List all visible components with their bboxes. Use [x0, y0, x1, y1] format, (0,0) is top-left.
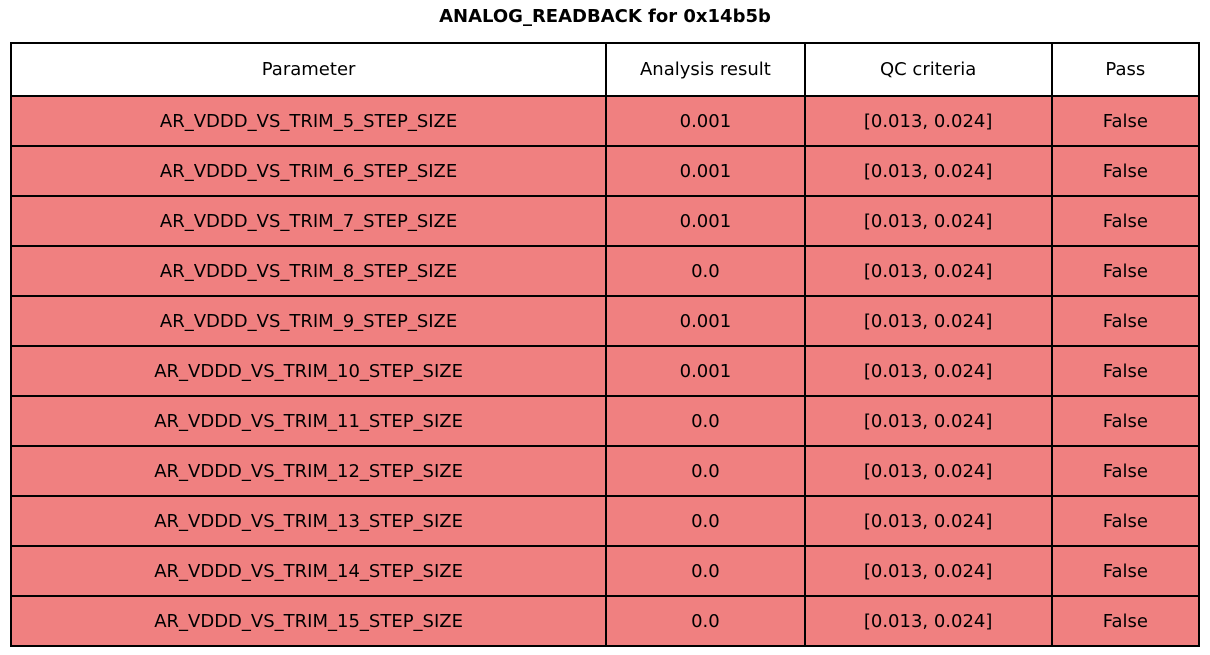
table-row: AR_VDDD_VS_TRIM_7_STEP_SIZE 0.001 [0.013, … [9, 195, 1201, 247]
parameter-cell: AR_VDDD_VS_TRIM_13_STEP_SIZE [9, 495, 608, 547]
qc-criteria-cell: [0.013, 0.024] [803, 395, 1053, 447]
analysis-result-cell: 0.0 [605, 245, 806, 297]
qc-results-table: Parameter Analysis result QC criteria Pa… [9, 42, 1201, 647]
qc-criteria-cell: [0.013, 0.024] [803, 595, 1053, 647]
qc-criteria-cell: [0.013, 0.024] [803, 445, 1053, 497]
table-body: AR_VDDD_VS_TRIM_5_STEP_SIZE 0.001 [0.013, … [9, 95, 1201, 647]
parameter-cell: AR_VDDD_VS_TRIM_8_STEP_SIZE [9, 245, 608, 297]
pass-cell: False [1050, 195, 1201, 247]
parameter-cell: AR_VDDD_VS_TRIM_10_STEP_SIZE [9, 345, 608, 397]
qc-criteria-cell: [0.013, 0.024] [803, 495, 1053, 547]
qc-criteria-cell: [0.013, 0.024] [803, 295, 1053, 347]
analysis-result-cell: 0.001 [605, 145, 806, 197]
pass-cell: False [1050, 245, 1201, 297]
column-header-pass: Pass [1050, 42, 1201, 97]
pass-cell: False [1050, 295, 1201, 347]
qc-criteria-cell: [0.013, 0.024] [803, 195, 1053, 247]
parameter-cell: AR_VDDD_VS_TRIM_9_STEP_SIZE [9, 295, 608, 347]
pass-cell: False [1050, 545, 1201, 597]
parameter-cell: AR_VDDD_VS_TRIM_6_STEP_SIZE [9, 145, 608, 197]
qc-criteria-cell: [0.013, 0.024] [803, 145, 1053, 197]
qc-criteria-cell: [0.013, 0.024] [803, 545, 1053, 597]
column-header-qc-criteria: QC criteria [803, 42, 1053, 97]
column-header-parameter: Parameter [9, 42, 608, 97]
pass-cell: False [1050, 595, 1201, 647]
parameter-cell: AR_VDDD_VS_TRIM_15_STEP_SIZE [9, 595, 608, 647]
table-row: AR_VDDD_VS_TRIM_13_STEP_SIZE 0.0 [0.013, 0… [9, 495, 1201, 547]
analysis-result-cell: 0.0 [605, 495, 806, 547]
pass-cell: False [1050, 345, 1201, 397]
analysis-result-cell: 0.001 [605, 345, 806, 397]
table-row: AR_VDDD_VS_TRIM_14_STEP_SIZE 0.0 [0.013, 0… [9, 545, 1201, 597]
analysis-result-cell: 0.001 [605, 95, 806, 147]
table-row: AR_VDDD_VS_TRIM_11_STEP_SIZE 0.0 [0.013, 0… [9, 395, 1201, 447]
qc-criteria-cell: [0.013, 0.024] [803, 95, 1053, 147]
pass-cell: False [1050, 145, 1201, 197]
table-row: AR_VDDD_VS_TRIM_6_STEP_SIZE 0.001 [0.013, … [9, 145, 1201, 197]
table-row: AR_VDDD_VS_TRIM_5_STEP_SIZE 0.001 [0.013, … [9, 95, 1201, 147]
table-row: AR_VDDD_VS_TRIM_8_STEP_SIZE 0.0 [0.013, 0.… [9, 245, 1201, 297]
analysis-result-cell: 0.001 [605, 295, 806, 347]
analysis-result-cell: 0.0 [605, 545, 806, 597]
parameter-cell: AR_VDDD_VS_TRIM_5_STEP_SIZE [9, 95, 608, 147]
page-title: ANALOG_READBACK for 0x14b5b [439, 6, 771, 27]
parameter-cell: AR_VDDD_VS_TRIM_14_STEP_SIZE [9, 545, 608, 597]
qc-criteria-cell: [0.013, 0.024] [803, 245, 1053, 297]
analysis-result-cell: 0.0 [605, 395, 806, 447]
qc-criteria-cell: [0.013, 0.024] [803, 345, 1053, 397]
analysis-result-cell: 0.0 [605, 445, 806, 497]
table-row: AR_VDDD_VS_TRIM_9_STEP_SIZE 0.001 [0.013, … [9, 295, 1201, 347]
table-row: AR_VDDD_VS_TRIM_15_STEP_SIZE 0.0 [0.013, 0… [9, 595, 1201, 647]
parameter-cell: AR_VDDD_VS_TRIM_11_STEP_SIZE [9, 395, 608, 447]
pass-cell: False [1050, 495, 1201, 547]
column-header-analysis-result: Analysis result [605, 42, 806, 97]
analysis-result-cell: 0.0 [605, 595, 806, 647]
pass-cell: False [1050, 445, 1201, 497]
table-row: AR_VDDD_VS_TRIM_12_STEP_SIZE 0.0 [0.013, 0… [9, 445, 1201, 497]
pass-cell: False [1050, 95, 1201, 147]
table-row: AR_VDDD_VS_TRIM_10_STEP_SIZE 0.001 [0.013,… [9, 345, 1201, 397]
header-row: Parameter Analysis result QC criteria Pa… [9, 42, 1201, 97]
pass-cell: False [1050, 395, 1201, 447]
parameter-cell: AR_VDDD_VS_TRIM_7_STEP_SIZE [9, 195, 608, 247]
analysis-result-cell: 0.001 [605, 195, 806, 247]
parameter-cell: AR_VDDD_VS_TRIM_12_STEP_SIZE [9, 445, 608, 497]
